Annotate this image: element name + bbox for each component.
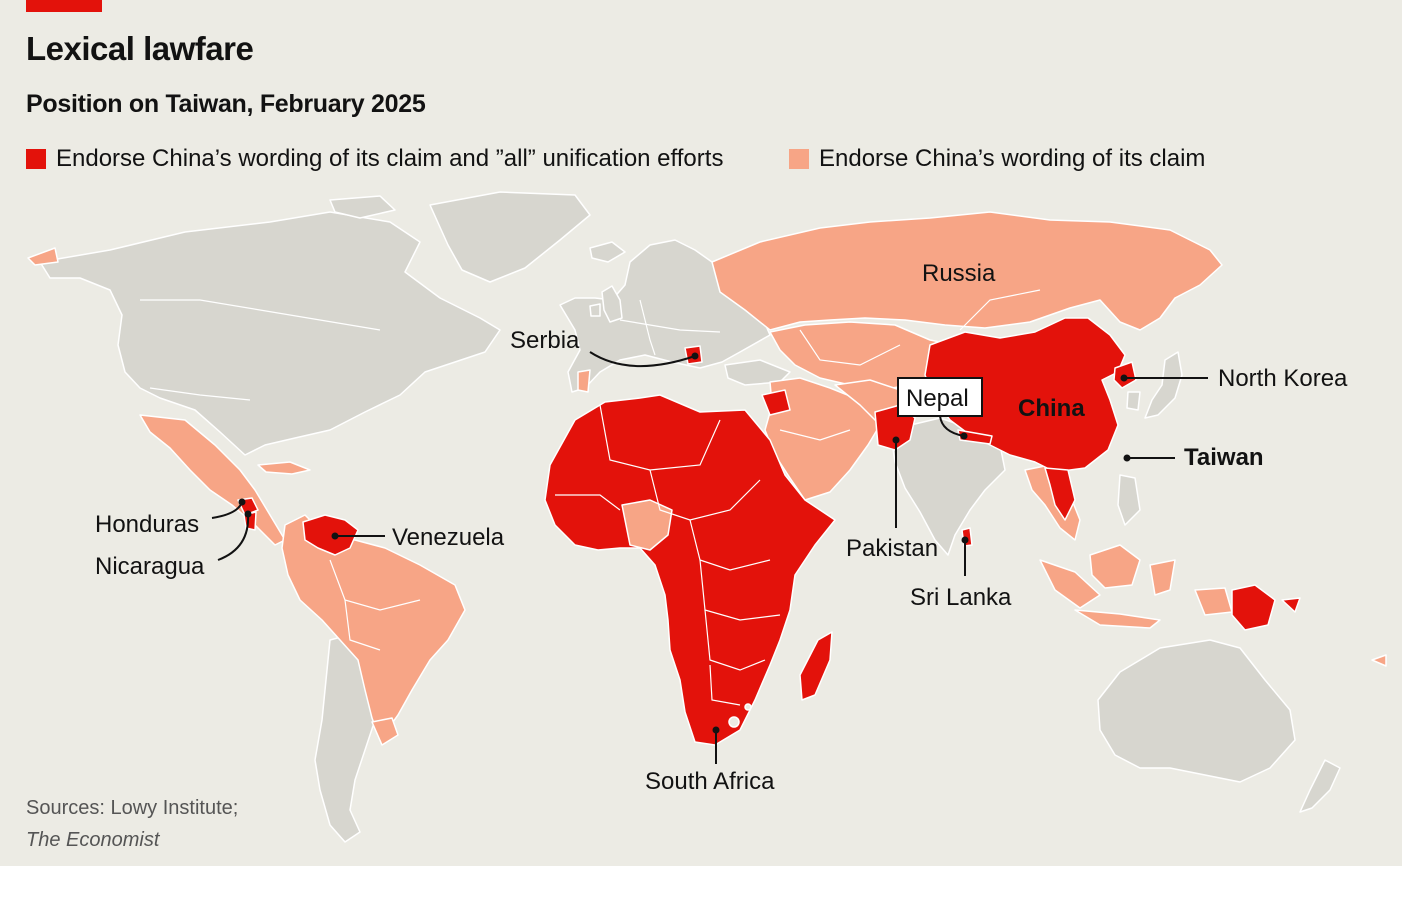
russia	[711, 211, 1223, 331]
south-korea	[1126, 391, 1141, 411]
chart-title: Lexical lawfare	[26, 30, 254, 67]
source-publisher: The Economist	[26, 829, 160, 851]
nigeria-overlay	[621, 499, 673, 551]
new-zealand	[1299, 759, 1341, 813]
syria	[761, 389, 791, 416]
venezuela	[302, 514, 359, 556]
lesotho	[728, 716, 740, 728]
label-russia: Russia	[922, 260, 996, 287]
java	[1074, 609, 1161, 629]
legend-label: Endorse China’s wording of its claim	[819, 145, 1206, 172]
greenland	[429, 191, 591, 283]
uruguay	[371, 717, 399, 746]
alaska-islands	[27, 247, 59, 266]
africa	[544, 394, 836, 746]
source-note: Sources: Lowy Institute; The Economist	[26, 792, 238, 856]
label-nepal: Nepal	[906, 385, 969, 412]
internal-borders	[140, 289, 1041, 706]
north-america	[39, 211, 501, 456]
label-north-korea: North Korea	[1218, 365, 1348, 392]
philippines	[1117, 474, 1141, 526]
borneo	[1089, 544, 1141, 589]
sumatra	[1039, 559, 1101, 609]
legend-swatch-salmon	[789, 149, 809, 169]
label-south-africa: South Africa	[645, 768, 775, 795]
australia	[1097, 639, 1296, 783]
label-sri-lanka: Sri Lanka	[910, 584, 1012, 611]
portugal	[577, 369, 591, 393]
source-line: Sources: Lowy Institute;	[26, 797, 239, 819]
iceland	[589, 241, 626, 263]
papua-new-guinea	[1231, 584, 1276, 631]
sulawesi	[1149, 559, 1176, 596]
japan	[1144, 351, 1183, 419]
label-pakistan: Pakistan	[846, 535, 938, 562]
legend-item-claim-only: Endorse China’s wording of its claim	[789, 145, 1205, 173]
label-serbia: Serbia	[510, 327, 580, 354]
legend-swatch-red	[26, 149, 46, 169]
nepal-label-box	[897, 377, 983, 417]
uk	[601, 285, 623, 323]
chart-subtitle: Position on Taiwan, February 2025	[26, 90, 426, 118]
eswatini	[744, 703, 752, 711]
label-honduras: Honduras	[95, 511, 199, 538]
arctic-islands	[329, 195, 396, 219]
cuba	[257, 461, 311, 475]
pacific-island	[1371, 654, 1387, 667]
solomon-islands	[1281, 597, 1301, 613]
label-venezuela: Venezuela	[392, 524, 505, 551]
label-taiwan: Taiwan	[1184, 444, 1264, 471]
world-map: Russia Serbia Nepal China North Korea Ta…	[27, 191, 1387, 843]
claim-and-unification-countries	[237, 317, 1301, 746]
brand-tag	[26, 0, 102, 12]
label-china: China	[1018, 395, 1085, 422]
label-nicaragua: Nicaragua	[95, 553, 205, 580]
legend-label: Endorse China’s wording of its claim and…	[56, 145, 724, 172]
madagascar	[799, 631, 833, 701]
south-america	[281, 514, 466, 741]
west-papua	[1194, 587, 1233, 616]
leader-lines	[211, 351, 1208, 764]
ireland	[589, 303, 601, 317]
laos-cambodia	[1044, 467, 1076, 521]
leader-dots	[238, 352, 1131, 734]
nepal	[957, 429, 993, 445]
legend-item-claim-and-unification: Endorse China’s wording of its claim and…	[26, 145, 723, 173]
